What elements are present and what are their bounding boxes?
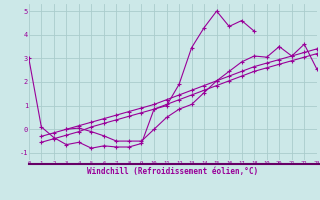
- X-axis label: Windchill (Refroidissement éolien,°C): Windchill (Refroidissement éolien,°C): [87, 167, 258, 176]
